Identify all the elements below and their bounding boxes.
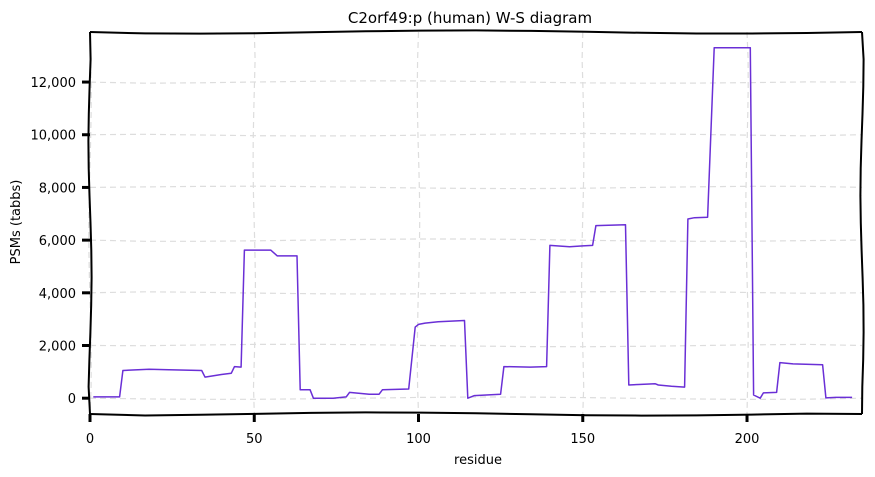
x-gridline — [252, 31, 256, 415]
y-gridline — [89, 396, 863, 401]
y-axis-label: PSMs (tabbs) — [9, 180, 24, 265]
y-gridline — [89, 132, 863, 137]
bottom-spine — [89, 411, 863, 417]
x-gridline — [580, 31, 585, 415]
top-spine — [89, 29, 863, 35]
x-gridline — [88, 31, 92, 415]
y-tick-label: 4,000 — [39, 287, 76, 302]
plot-frame — [87, 29, 865, 417]
x-tick-label: 200 — [735, 432, 760, 447]
axis-ticks: 0 50 100 150 200 0 2,000 4,000 6,000 8,000 10,000 1… — [31, 76, 760, 447]
y-tick-label: 6,000 — [39, 234, 76, 249]
y-tick-label: 2,000 — [39, 340, 76, 355]
y-gridline — [89, 80, 863, 84]
x-gridline — [416, 31, 421, 415]
y-gridline — [89, 290, 863, 295]
y-tick-label: 12,000 — [31, 76, 77, 91]
grid-lines — [88, 31, 863, 415]
x-tick-label: 50 — [246, 432, 263, 447]
x-tick-label: 0 — [86, 432, 94, 447]
y-gridline — [89, 343, 863, 348]
right-spine — [859, 31, 865, 415]
x-tick-label: 100 — [406, 432, 431, 447]
series-line-0 — [93, 47, 853, 399]
y-tick-label: 10,000 — [31, 129, 77, 144]
y-gridline — [89, 185, 863, 190]
chart-title: C2orf49:p (human) W-S diagram — [348, 9, 592, 27]
series-layer — [93, 47, 853, 399]
y-tick-label: 8,000 — [39, 181, 76, 196]
x-gridline — [745, 31, 749, 415]
y-tick-label: 0 — [68, 392, 76, 407]
y-gridline — [89, 238, 863, 242]
x-axis-label: residue — [454, 453, 502, 468]
left-spine — [87, 31, 93, 415]
x-tick-label: 150 — [570, 432, 595, 447]
